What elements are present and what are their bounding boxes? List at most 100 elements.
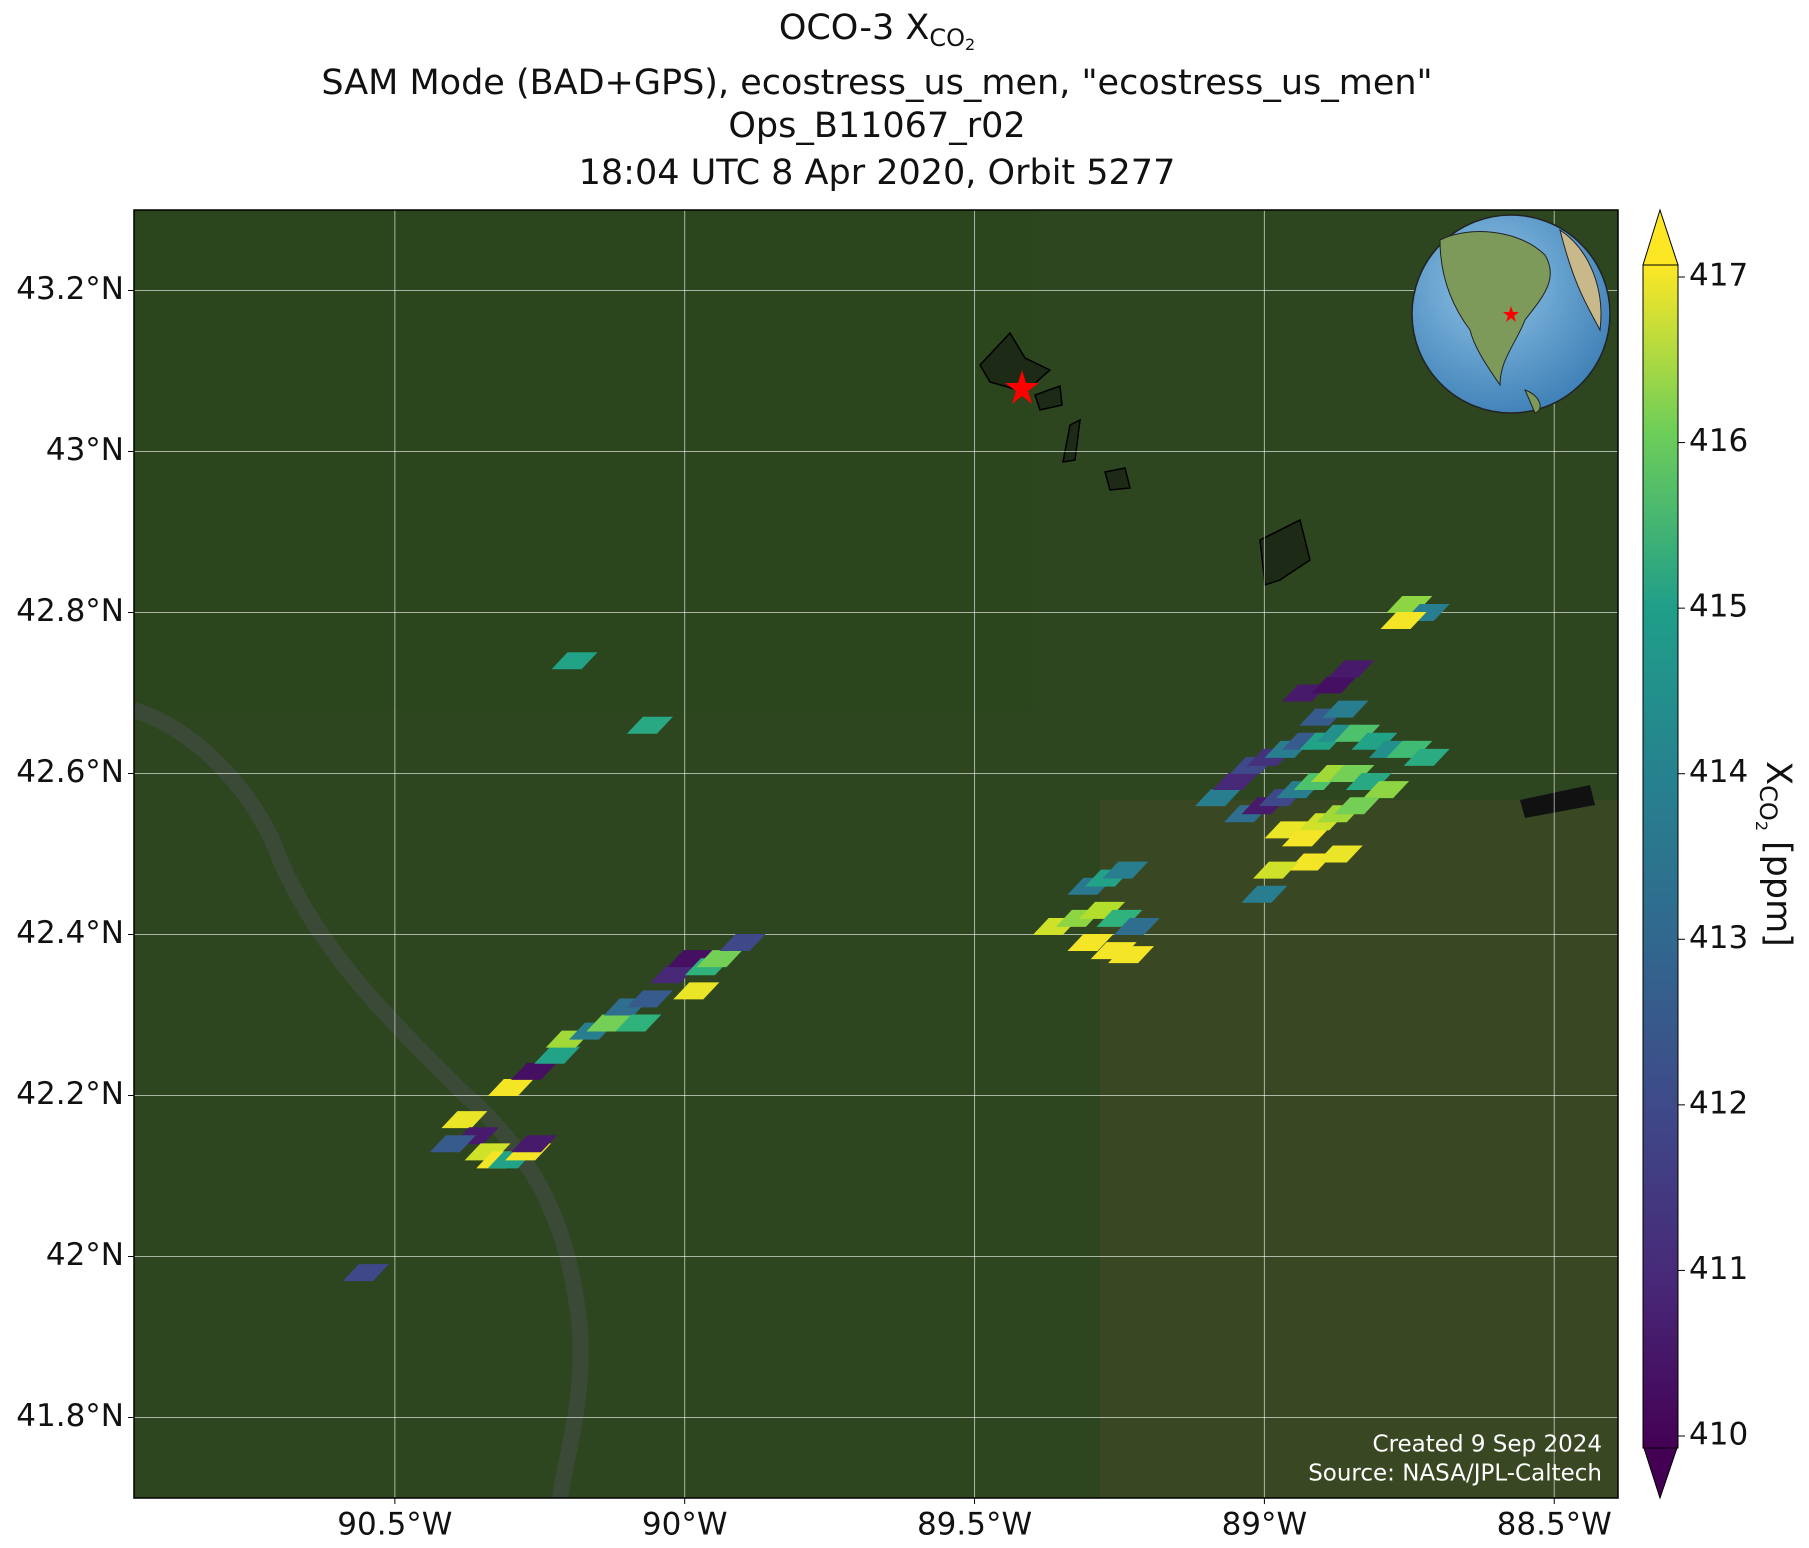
lake [1034, 384, 1063, 411]
sounding [487, 1078, 534, 1096]
lake [979, 331, 1052, 393]
sounding [1316, 845, 1363, 863]
sounding [1281, 829, 1328, 847]
sounding [464, 1143, 511, 1161]
sounding [1113, 917, 1160, 935]
sounding [510, 1135, 557, 1153]
sounding [1067, 934, 1114, 952]
colorbar-tick-label: 413 [1689, 920, 1748, 956]
x-tick-label: 89.5°W [917, 1507, 1032, 1543]
river [134, 702, 589, 1498]
sounding [650, 966, 697, 984]
colorbar-label-unit: [ppm] [1758, 841, 1798, 947]
sounding [1351, 732, 1398, 750]
y-tick-label: 43.2°N [16, 271, 124, 307]
sounding [1334, 797, 1381, 815]
globe-inset [1411, 214, 1611, 414]
sounding [1241, 885, 1288, 903]
lake [1104, 467, 1131, 491]
sounding [1328, 765, 1375, 782]
colorbar-tick-label: 414 [1689, 754, 1748, 790]
title-line2: SAM Mode (BAD+GPS), ecostress_us_men, "e… [321, 63, 1432, 103]
sounding [1322, 700, 1369, 718]
x-tick-label: 89°W [1222, 1507, 1308, 1543]
y-tick-label: 43°N [46, 432, 124, 468]
sounding [551, 652, 598, 670]
sounding [1102, 861, 1149, 879]
colorbar-tick-label: 415 [1689, 589, 1748, 625]
footer-created: Created 9 Sep 2024 [1373, 1432, 1602, 1458]
title-line1: OCO-3 XCO2 [779, 8, 975, 54]
title-line4: 18:04 UTC 8 Apr 2020, Orbit 5277 [579, 153, 1176, 193]
sounding [534, 1046, 581, 1064]
y-tick-label: 42.8°N [16, 593, 124, 629]
y-tick-label: 42.2°N [16, 1076, 124, 1112]
sounding [626, 990, 673, 1008]
sounding [1310, 676, 1357, 694]
colorbar-tick-label: 417 [1689, 258, 1748, 294]
sounding [1386, 595, 1433, 613]
map-frame [133, 209, 1619, 1499]
sounding [1264, 821, 1311, 839]
sounding [1363, 781, 1410, 799]
colorbar: 410 411 412 413 414 415 416 417 [1642, 208, 1748, 1500]
sounding [1096, 909, 1143, 927]
sounding [1386, 740, 1433, 758]
soundings [342, 595, 1450, 1282]
sounding [1252, 861, 1299, 879]
imagery-forest [134, 210, 1034, 710]
imagery-farmland [1100, 800, 1618, 1498]
sounding [667, 950, 714, 968]
y-tick-label: 42.6°N [16, 754, 124, 790]
footer-source: Source: NASA/JPL-Caltech [1308, 1461, 1602, 1487]
sounding [586, 1014, 633, 1032]
continent [1524, 389, 1541, 414]
sounding [1380, 612, 1427, 630]
sounding [1195, 789, 1242, 807]
colorbar-extend-max [1642, 208, 1679, 266]
colorbar-tick-label: 412 [1689, 1085, 1748, 1121]
colorbar-ramp [1642, 264, 1679, 1449]
sounding [719, 934, 766, 952]
x-tick-label: 90.5°W [337, 1507, 452, 1543]
target-star [1005, 370, 1039, 404]
colorbar-tick-label: 411 [1689, 1251, 1748, 1287]
sounding [1079, 901, 1126, 919]
y-tick-label: 42.4°N [16, 915, 124, 951]
colorbar-label-symbol: X [1758, 761, 1798, 785]
colorbar-tick-label: 416 [1689, 423, 1748, 459]
sounding [1345, 773, 1392, 791]
sounding [1334, 724, 1381, 742]
title-text: OCO-3 X [779, 8, 930, 48]
sounding [510, 1062, 557, 1080]
sounding [626, 716, 673, 734]
colorbar-label-subsub: 2 [1753, 821, 1772, 831]
sounding [429, 1135, 476, 1153]
colorbar-extend-min [1642, 1444, 1679, 1500]
x-tick-label: 90°W [642, 1507, 728, 1543]
sounding [1212, 773, 1259, 791]
sounding [441, 1111, 488, 1129]
sounding [1328, 660, 1375, 678]
sounding [1403, 748, 1450, 766]
colorbar-tick-label: 410 [1689, 1417, 1748, 1453]
sounding [615, 1014, 662, 1032]
basemap [134, 210, 1618, 1498]
title-subsub: 2 [965, 35, 975, 54]
continent [1559, 228, 1602, 332]
title-sub: CO [929, 24, 965, 52]
colorbar-label: XCO2 [ppm] [1753, 761, 1799, 947]
globe-star [1503, 306, 1519, 322]
y-tick-label: 41.8°N [16, 1398, 124, 1434]
x-tick-label: 88.5°W [1497, 1507, 1612, 1543]
title-line3: Ops_B11067_r02 [728, 106, 1025, 146]
y-tick-label: 42°N [46, 1237, 124, 1273]
grid [128, 210, 1618, 1504]
sounding [673, 982, 720, 1000]
lake [1520, 785, 1595, 818]
sounding [342, 1264, 389, 1282]
sounding [696, 950, 743, 968]
continent [1439, 231, 1551, 387]
